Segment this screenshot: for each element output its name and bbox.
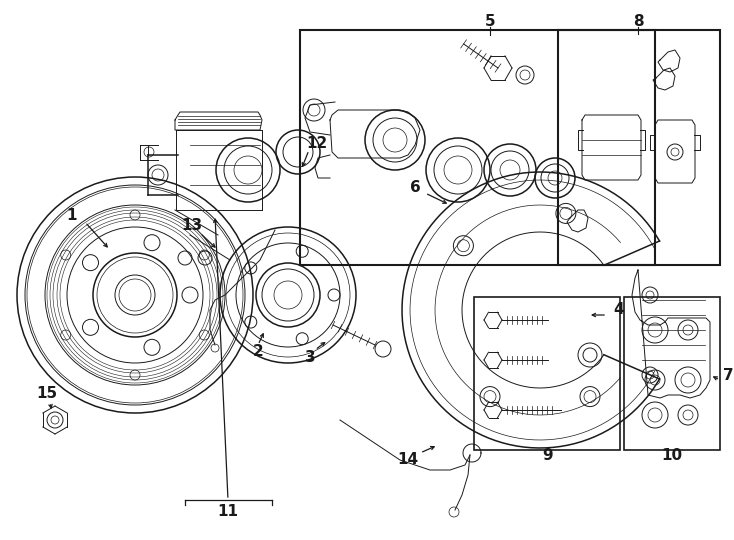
- Text: 14: 14: [397, 453, 418, 468]
- Text: 10: 10: [661, 448, 683, 462]
- Text: 8: 8: [633, 15, 643, 30]
- Bar: [624, 297, 720, 450]
- Text: 1: 1: [67, 207, 77, 222]
- Text: 7: 7: [723, 368, 733, 382]
- Text: 13: 13: [181, 219, 203, 233]
- Text: 5: 5: [484, 15, 495, 30]
- Bar: [300, 30, 655, 265]
- Text: 15: 15: [37, 387, 57, 402]
- Text: 9: 9: [542, 448, 553, 462]
- Text: 12: 12: [306, 136, 327, 151]
- Text: 11: 11: [217, 504, 239, 519]
- Text: 6: 6: [410, 180, 421, 195]
- Text: 3: 3: [305, 350, 316, 366]
- Bar: [474, 297, 620, 450]
- Text: 2: 2: [252, 345, 264, 360]
- Text: 4: 4: [614, 302, 625, 318]
- Bar: [558, 30, 720, 265]
